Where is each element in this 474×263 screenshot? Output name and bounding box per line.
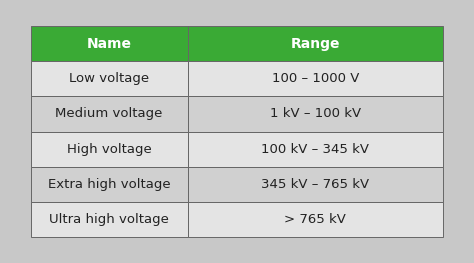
Text: > 765 kV: > 765 kV [284,213,346,226]
Text: 100 kV – 345 kV: 100 kV – 345 kV [261,143,369,155]
Bar [31,61,188,97]
Bar [31,202,188,237]
Bar [31,97,188,132]
Bar [31,132,188,166]
Text: 100 – 1000 V: 100 – 1000 V [272,72,359,85]
Bar [188,132,443,166]
Text: High voltage: High voltage [67,143,152,155]
Text: Range: Range [291,37,340,51]
Text: Medium voltage: Medium voltage [55,108,163,120]
Bar [188,97,443,132]
Bar [188,26,443,61]
Text: Name: Name [87,37,132,51]
Bar [188,202,443,237]
Text: Extra high voltage: Extra high voltage [48,178,171,191]
Bar [188,61,443,97]
Text: 1 kV – 100 kV: 1 kV – 100 kV [270,108,361,120]
Bar [31,166,188,202]
Bar [188,166,443,202]
Text: 345 kV – 765 kV: 345 kV – 765 kV [261,178,369,191]
Text: Low voltage: Low voltage [69,72,149,85]
Bar [31,26,188,61]
Text: Ultra high voltage: Ultra high voltage [49,213,169,226]
